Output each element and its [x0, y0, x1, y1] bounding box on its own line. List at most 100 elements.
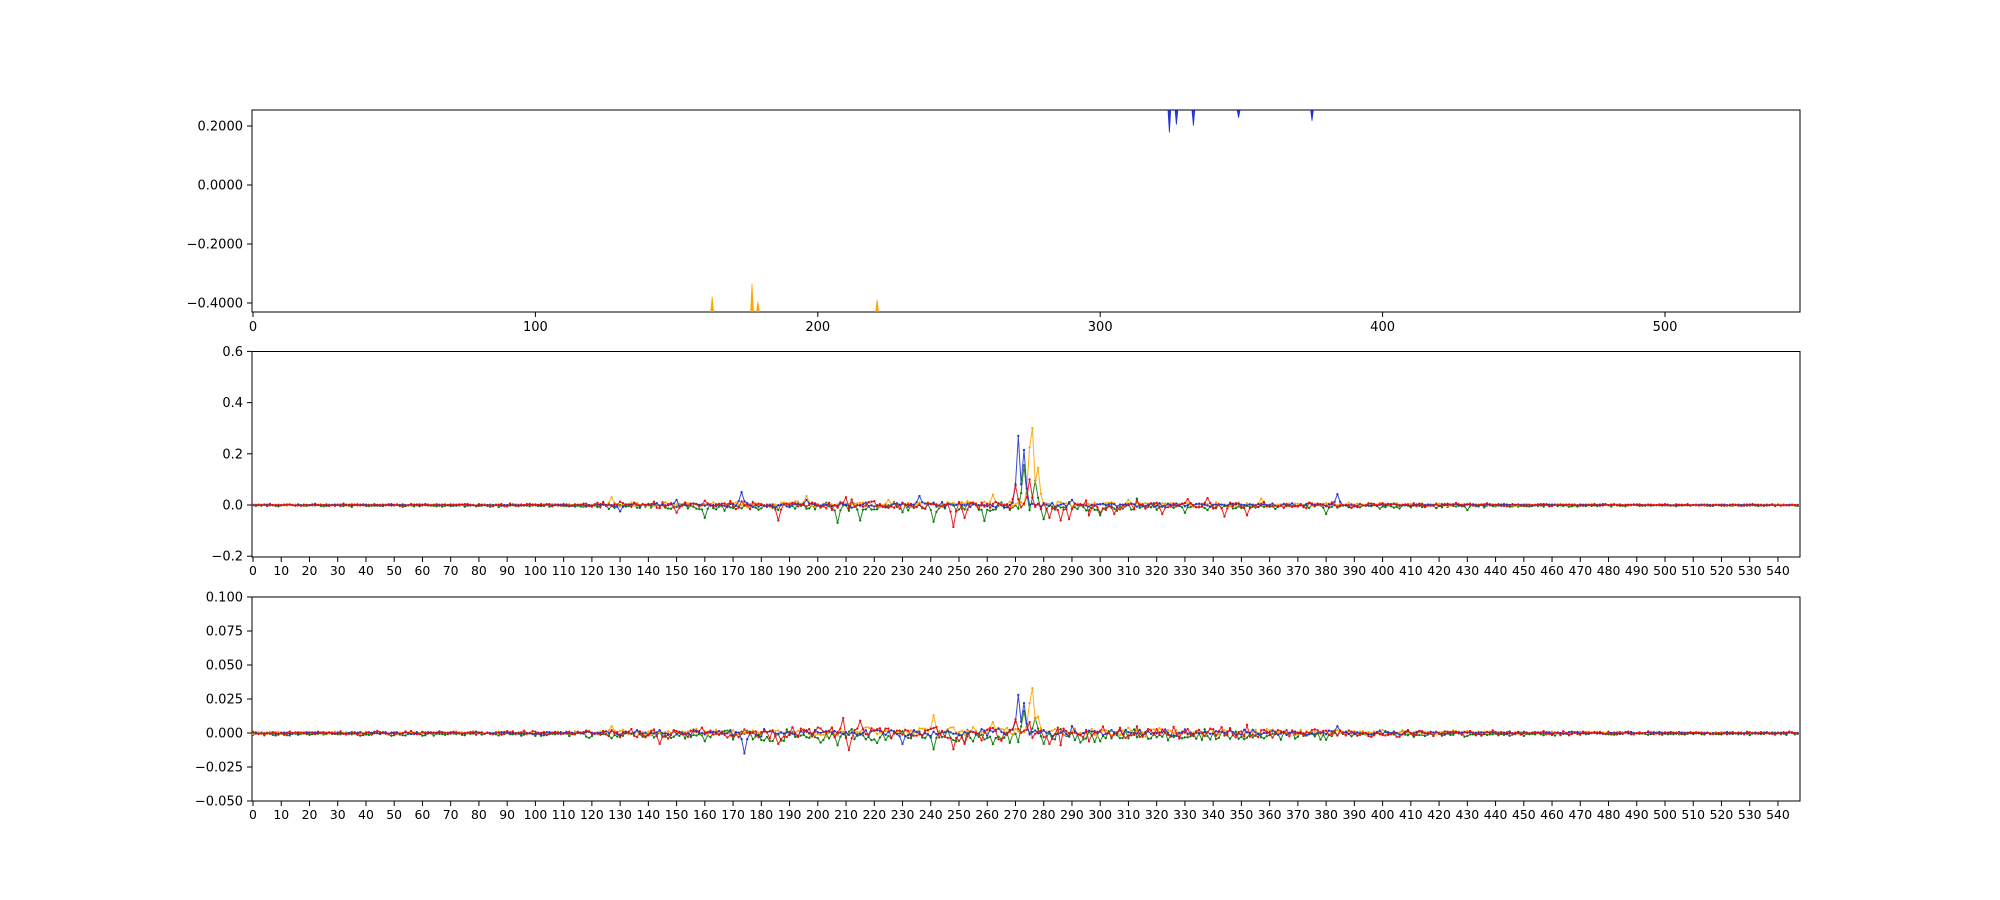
x-tick-label: 460	[1540, 807, 1564, 822]
y-tick-label: 0.6	[222, 345, 243, 360]
series-clipped-spikes-from-bottom	[710, 283, 879, 312]
axes-spine	[251, 109, 1801, 313]
x-tick-label: 90	[499, 807, 515, 822]
y-tick-label: 0.075	[206, 625, 243, 640]
blue-markers	[251, 693, 1799, 755]
subplot-top: 0 100 200 300 400 500 0.2000 0.0000 −0.2000 −0.40…	[187, 109, 1801, 335]
x-tick-label: 230	[891, 807, 915, 822]
x-tick-label: 200	[806, 563, 830, 578]
x-tick-label: 10	[273, 563, 289, 578]
x-tick-label: 380	[1314, 563, 1338, 578]
axes-spine	[251, 351, 1801, 558]
x-tick-label: 20	[302, 563, 318, 578]
x-tick-label: 190	[778, 563, 802, 578]
x-tick-label: 410	[1399, 807, 1423, 822]
y-tick-label: −0.2000	[187, 238, 243, 253]
x-tick-label: 360	[1258, 563, 1282, 578]
x-tick-label: 490	[1625, 807, 1649, 822]
spike	[1167, 110, 1172, 133]
y-tick-label: 0.2000	[198, 120, 244, 135]
series-blue	[251, 693, 1799, 755]
x-ticks: 0 100 200 300 400 500	[249, 312, 1678, 335]
x-tick-label: 370	[1286, 807, 1310, 822]
x-tick-label: 290	[1060, 563, 1084, 578]
x-tick-label: 210	[834, 807, 858, 822]
y-tick-label: −0.025	[195, 761, 243, 776]
x-tick-label: 360	[1258, 807, 1282, 822]
x-tick-label: 90	[499, 563, 515, 578]
x-tick-label: 160	[693, 563, 717, 578]
red-markers	[251, 716, 1799, 752]
spike	[1191, 110, 1196, 126]
x-tick-label: 320	[1145, 807, 1169, 822]
x-tick-label: 70	[443, 563, 459, 578]
x-tick-label: 60	[415, 807, 431, 822]
x-tick-label: 300	[1088, 563, 1112, 578]
x-tick-label: 110	[552, 807, 576, 822]
x-tick-label: 330	[1173, 563, 1197, 578]
spike	[875, 299, 879, 312]
x-tick-label: 280	[1032, 563, 1056, 578]
x-tick-label: 500	[1653, 807, 1677, 822]
x-tick-label: 330	[1173, 807, 1197, 822]
x-tick-label: 140	[637, 563, 661, 578]
x-tick-label: 40	[358, 563, 374, 578]
y-tick-label: 0.050	[206, 659, 243, 674]
y-tick-label: 0.0	[222, 499, 243, 514]
x-tick-label: 430	[1455, 563, 1479, 578]
y-tick-label: −0.2	[211, 550, 243, 565]
x-tick-label: 500	[1653, 320, 1678, 335]
x-tick-label: 440	[1484, 563, 1508, 578]
x-tick-label: 170	[721, 807, 745, 822]
x-tick-label: 250	[947, 563, 971, 578]
x-tick-label: 540	[1766, 807, 1790, 822]
x-tick-label: 530	[1738, 807, 1762, 822]
y-tick-label: 0.100	[206, 591, 243, 606]
x-tick-label: 170	[721, 563, 745, 578]
x-tick-label: 130	[608, 563, 632, 578]
x-tick-label: 180	[749, 807, 773, 822]
x-ticks: 0 10 20 30 40 50 60 70 80 90 100 110 120 130 140 150 160…	[249, 801, 1790, 822]
x-tick-label: 70	[443, 807, 459, 822]
spike	[1310, 110, 1314, 121]
x-tick-label: 160	[693, 807, 717, 822]
x-tick-label: 400	[1370, 320, 1395, 335]
spike	[710, 296, 714, 312]
x-ticks: 0 10 20 30 40 50 60 70 80 90 100 110 120 130 140 150 160…	[249, 557, 1790, 578]
y-ticks: 0.2000 0.0000 −0.2000 −0.4000	[187, 120, 252, 312]
subplot-middle: 0 10 20 30 40 50 60 70 80 90 100 110 120 130 140 150 160…	[211, 345, 1801, 578]
y-tick-label: 0.0000	[198, 179, 244, 194]
x-tick-label: 250	[947, 807, 971, 822]
x-tick-label: 40	[358, 807, 374, 822]
x-tick-label: 300	[1088, 807, 1112, 822]
x-tick-label: 350	[1230, 563, 1254, 578]
x-tick-label: 30	[330, 563, 346, 578]
y-tick-label: 0.025	[206, 693, 243, 708]
y-tick-label: 0.000	[206, 727, 243, 742]
x-tick-label: 60	[415, 563, 431, 578]
x-tick-label: 470	[1568, 807, 1592, 822]
series-clipped-spikes-from-top	[1167, 110, 1314, 133]
x-tick-label: 400	[1371, 807, 1395, 822]
x-tick-label: 260	[975, 807, 999, 822]
red-markers	[251, 478, 1799, 529]
x-tick-label: 120	[580, 807, 604, 822]
x-tick-label: 420	[1427, 807, 1451, 822]
series-red	[251, 716, 1799, 752]
x-tick-label: 220	[862, 807, 886, 822]
x-tick-label: 540	[1766, 563, 1790, 578]
x-tick-label: 0	[249, 563, 257, 578]
y-ticks: 0.100 0.075 0.050 0.025 0.000 −0.025 −0.050	[195, 591, 252, 810]
x-tick-label: 270	[1004, 807, 1028, 822]
x-tick-label: 100	[524, 563, 548, 578]
x-tick-label: 460	[1540, 563, 1564, 578]
x-tick-label: 200	[806, 807, 830, 822]
x-tick-label: 470	[1568, 563, 1592, 578]
x-tick-label: 390	[1343, 807, 1367, 822]
spike	[1236, 110, 1241, 118]
x-tick-label: 240	[919, 807, 943, 822]
x-tick-label: 510	[1681, 807, 1705, 822]
x-tick-label: 380	[1314, 807, 1338, 822]
